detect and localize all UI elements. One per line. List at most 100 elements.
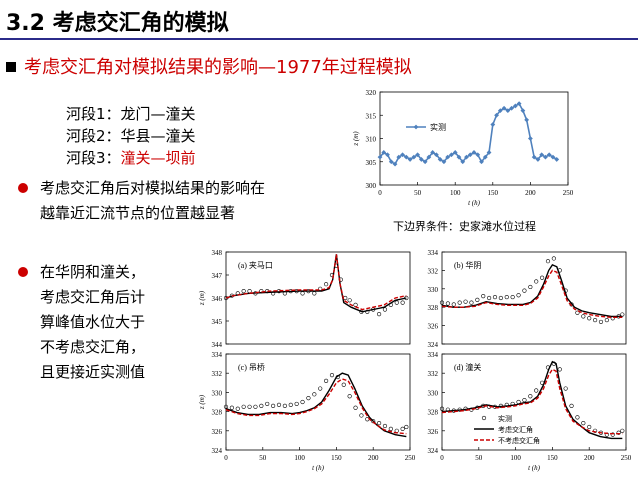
- observed-point: [388, 426, 393, 431]
- observed-point: [587, 424, 592, 430]
- observed-point: [376, 311, 382, 317]
- bullet-line: 越靠近汇流节点的位置越显著: [40, 204, 236, 222]
- legend-label: 实测: [430, 122, 446, 132]
- observed-point: [341, 382, 346, 387]
- observed-marker: [437, 157, 443, 162]
- observed-point: [557, 367, 562, 372]
- y-tick-label: 326: [428, 428, 439, 436]
- observed-marker: [531, 154, 537, 160]
- square-bullet-icon: [6, 62, 16, 72]
- slide-title: 3.2 考虑交汇角的模拟: [6, 11, 229, 36]
- y-tick-label: 344: [212, 341, 223, 349]
- plot-frame: [441, 251, 627, 345]
- observed-point: [563, 386, 568, 391]
- observed-point: [481, 294, 486, 299]
- observed-marker: [434, 152, 439, 158]
- observed-point: [394, 300, 399, 305]
- observed-point: [247, 404, 252, 409]
- y-tick-label: 334: [212, 351, 223, 359]
- observed-point: [312, 291, 317, 296]
- y-axis-label: z (m): [198, 290, 206, 306]
- bullet-dot-icon: [18, 267, 28, 277]
- observed-point: [487, 295, 492, 301]
- observed-point: [528, 284, 533, 290]
- panel-label: (a) 夹马口: [238, 260, 273, 270]
- y-tick-label: 315: [366, 112, 377, 120]
- observed-point: [329, 373, 335, 378]
- observed-marker: [509, 105, 514, 111]
- observed-point: [534, 279, 539, 284]
- simulated-without-angle-line: [441, 368, 623, 435]
- plot-frame: [379, 91, 569, 186]
- bullet-dot-icon: [18, 183, 28, 193]
- segment-1: 河段1：龙门—潼关: [66, 103, 196, 124]
- observed-marker: [528, 136, 533, 141]
- observed-point: [400, 300, 405, 305]
- y-tick-label: 330: [428, 389, 439, 397]
- observed-point: [323, 378, 329, 383]
- segment-reach: 龙门—潼关: [120, 105, 196, 123]
- subtitle-text: 考虑交汇角对模拟结果的影响—1977年过程模拟: [24, 57, 412, 78]
- observed-point: [253, 404, 258, 409]
- observed-point: [404, 424, 409, 430]
- observed-point: [620, 428, 625, 433]
- observed-marker: [479, 159, 484, 165]
- simulated-without-angle-line: [225, 378, 407, 435]
- y-axis-label: z (m): [198, 394, 206, 410]
- bullet-line: 考虑交汇角后对模拟结果的影响在: [40, 179, 266, 197]
- simulated-without-angle-line: [225, 254, 407, 311]
- y-tick-label: 345: [212, 318, 223, 326]
- plot-frame: [441, 353, 627, 451]
- observed-marker: [464, 154, 469, 160]
- y-tick-label: 328: [212, 409, 223, 417]
- observed-point: [382, 423, 388, 429]
- observed-marker: [441, 159, 447, 165]
- observed-point: [551, 256, 556, 261]
- segment-label: 河段1：: [66, 105, 121, 123]
- legend-label: 实测: [498, 414, 512, 423]
- observed-point: [539, 275, 545, 280]
- y-axis-label: z (m): [352, 131, 360, 147]
- observed-marker: [490, 122, 496, 127]
- observed-point: [587, 316, 592, 321]
- y-tick-label: 310: [366, 136, 377, 144]
- observed-point: [400, 426, 405, 431]
- observed-point: [323, 282, 329, 287]
- observed-point: [616, 430, 621, 435]
- bullet-line: 不考虑交汇角，: [40, 338, 146, 356]
- x-tick-label: 0: [378, 189, 382, 197]
- legend-label: 不考虑交汇角: [498, 436, 540, 445]
- observed-point: [575, 310, 580, 315]
- observed-point: [504, 294, 509, 300]
- bullet-line: 且更接近实测值: [40, 363, 146, 381]
- observed-point: [265, 401, 270, 407]
- observed-point: [300, 291, 305, 296]
- x-tick-label: 200: [525, 189, 536, 197]
- observed-point: [522, 397, 527, 403]
- observed-marker: [475, 152, 481, 158]
- observed-marker: [418, 157, 424, 162]
- y-tick-label: 332: [428, 267, 439, 275]
- observed-point: [534, 388, 539, 393]
- observed-point: [457, 300, 462, 305]
- observed-point: [359, 413, 364, 418]
- bullet-1: 考虑交汇角后对模拟结果的影响在 越靠近汇流节点的位置越显著: [18, 176, 266, 226]
- observed-marker: [411, 154, 417, 160]
- x-axis-label: t (h): [468, 199, 481, 207]
- observed-point: [469, 300, 474, 305]
- observed-point: [241, 404, 246, 409]
- observed-marker: [554, 157, 560, 162]
- observed-point: [575, 415, 580, 420]
- chart-panel-c: 324 326 328 330 332 334 0 50 100 150 200 250 t (h) z …: [198, 351, 415, 472]
- bullet-line: 考虑交汇角后计: [40, 288, 146, 306]
- y-tick-label: 348: [212, 249, 223, 257]
- observed-point: [259, 403, 264, 408]
- chart-panel-b: 324 326 328 330 332 334 (b) 华阴: [428, 249, 627, 349]
- y-tick-label: 330: [212, 389, 223, 397]
- x-tick-label: 50: [259, 454, 267, 462]
- y-tick-label: 324: [212, 447, 223, 455]
- observed-point: [569, 403, 574, 408]
- bullet-line: 在华阴和潼关，: [40, 263, 146, 281]
- y-tick-label: 324: [428, 447, 439, 455]
- observed-point: [306, 396, 311, 401]
